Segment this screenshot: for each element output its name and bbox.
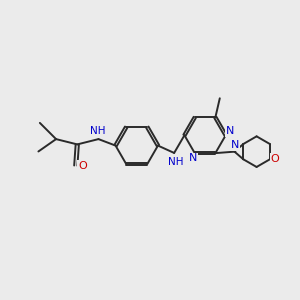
Text: N: N <box>189 153 197 164</box>
Text: N: N <box>231 140 239 150</box>
Text: O: O <box>271 154 280 164</box>
Text: O: O <box>78 160 87 171</box>
Text: N: N <box>226 126 234 136</box>
Text: NH: NH <box>90 126 106 136</box>
Text: NH: NH <box>168 157 183 167</box>
